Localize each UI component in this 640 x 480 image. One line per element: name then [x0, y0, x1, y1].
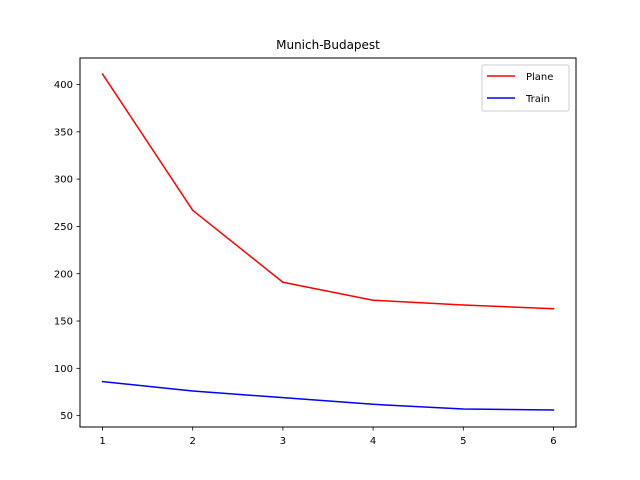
y-tick-label: 400: [54, 80, 73, 91]
y-tick-label: 250: [54, 222, 73, 233]
y-tick-label: 150: [54, 317, 73, 328]
y-tick-label: 100: [54, 364, 73, 375]
plot-area-frame: [79, 57, 577, 428]
series-line-train: [101, 380, 555, 411]
y-tick-label: 350: [54, 127, 73, 138]
y-tick-label: 200: [54, 269, 73, 280]
x-axis: 1 2 3 4 5 6: [99, 427, 557, 447]
x-tick-label: 6: [550, 436, 556, 447]
x-tick-label: 2: [190, 436, 196, 447]
legend-label-train: Train: [525, 94, 550, 105]
x-tick-label: 4: [370, 436, 376, 447]
x-tick-label: 3: [280, 436, 286, 447]
y-tick-label: 300: [54, 175, 73, 186]
x-tick-label: 5: [460, 436, 466, 447]
legend-label-plane: Plane: [526, 72, 553, 83]
legend: Plane Train: [481, 64, 570, 112]
y-tick-label: 50: [60, 411, 73, 422]
series-layer: [101, 73, 555, 411]
series-line-plane: [101, 73, 555, 310]
chart-title: Munich-Budapest: [276, 38, 380, 52]
x-tick-label: 1: [99, 436, 105, 447]
y-axis: 50 100 150 200 250 300 350 400: [54, 80, 80, 422]
